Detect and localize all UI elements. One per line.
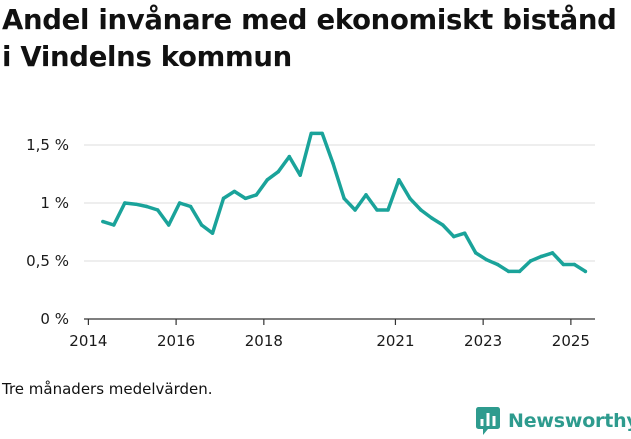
data-point	[408, 196, 412, 201]
data-point	[419, 208, 423, 212]
y-tick-label: 0 %	[40, 310, 69, 328]
data-point	[528, 259, 533, 263]
grid-lines	[84, 144, 595, 320]
data-point	[320, 131, 324, 136]
data-point	[452, 234, 456, 239]
data-point	[430, 216, 434, 220]
data-point	[145, 204, 149, 209]
data-point	[550, 251, 555, 255]
x-tick-label: 2018	[245, 332, 283, 350]
data-point	[265, 178, 270, 182]
data-point	[188, 204, 193, 209]
x-tick-label: 2016	[157, 332, 195, 350]
data-point	[342, 196, 346, 201]
axis-ticks: 0 % 0,5 % 1 % 1,5 % 2014 2016 2018 2021 2023 2025	[26, 136, 590, 350]
data-point	[386, 208, 390, 212]
data-point	[441, 223, 445, 227]
bar-chart-logo-icon	[476, 407, 500, 435]
data-point	[397, 178, 401, 182]
page-title: Andel invånare med ekonomiskt bistånd i …	[2, 4, 617, 73]
data-point	[232, 189, 237, 194]
x-tick-label: 2025	[552, 332, 590, 350]
y-tick-label: 1 %	[40, 194, 69, 212]
data-point	[166, 223, 171, 227]
x-tick-label: 2023	[464, 332, 502, 350]
data-point	[123, 201, 127, 205]
data-point	[583, 269, 588, 274]
data-point	[221, 196, 226, 201]
data-point	[309, 131, 313, 136]
data-point	[287, 154, 291, 159]
data-point	[561, 262, 566, 267]
data-point	[155, 208, 160, 212]
data-point	[353, 208, 357, 212]
data-point	[364, 193, 368, 197]
series-layer	[101, 131, 588, 274]
data-point	[101, 219, 105, 224]
y-tick-label: 1,5 %	[26, 136, 69, 154]
data-point	[539, 254, 544, 259]
data-point	[517, 269, 522, 274]
data-point	[473, 251, 478, 255]
brand-name: Newsworthy	[508, 410, 631, 432]
x-tick-label: 2014	[69, 332, 107, 350]
footnote: Tre månaders medelvärden.	[2, 380, 213, 398]
data-point	[254, 193, 259, 197]
data-point	[177, 201, 182, 205]
data-point	[298, 173, 302, 177]
data-point	[463, 231, 467, 235]
data-point	[210, 231, 215, 235]
data-point	[112, 223, 116, 227]
data-point	[199, 223, 204, 227]
y-tick-label: 0,5 %	[26, 252, 69, 270]
data-point	[331, 161, 335, 166]
data-point	[243, 196, 248, 201]
data-point	[134, 202, 138, 206]
series-line	[101, 131, 588, 274]
data-point	[484, 258, 489, 262]
data-point	[375, 208, 379, 212]
brand-logo[interactable]: Newsworthy	[476, 406, 631, 436]
x-tick-label: 2021	[376, 332, 414, 350]
data-point	[276, 169, 281, 174]
data-point	[572, 262, 577, 267]
data-point	[506, 269, 511, 274]
data-point	[495, 262, 500, 267]
